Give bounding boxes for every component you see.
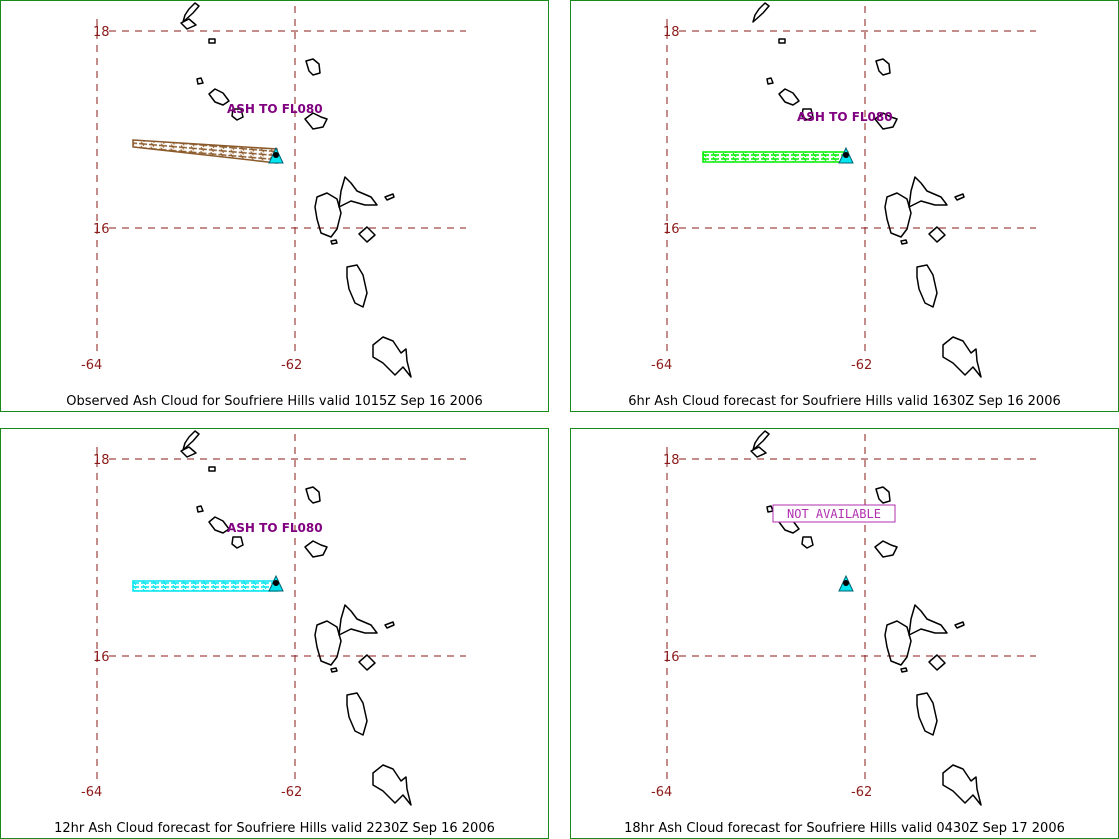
lon-label-62: -62 bbox=[851, 785, 872, 800]
lon-label-64: -64 bbox=[81, 358, 102, 373]
ash-label: ASH TO FL080 bbox=[227, 102, 323, 116]
panel-caption: 18hr Ash Cloud forecast for Soufriere Hi… bbox=[624, 821, 1065, 836]
lat-label-16: 16 bbox=[663, 222, 680, 237]
lat-label-18: 18 bbox=[663, 453, 680, 468]
map-observed: 18 16 -64 -62 ASH TO FL080 bbox=[81, 2, 466, 378]
volcano-icon bbox=[838, 574, 854, 592]
ash-cloud-observed bbox=[132, 139, 278, 164]
lat-label-18: 18 bbox=[93, 25, 110, 40]
panel-caption: 12hr Ash Cloud forecast for Soufriere Hi… bbox=[54, 821, 495, 836]
lat-label-16: 16 bbox=[93, 650, 110, 665]
graticule bbox=[666, 6, 1036, 356]
not-available-box: NOT AVAILABLE bbox=[772, 504, 896, 523]
volcano-icon bbox=[268, 146, 284, 164]
coastlines bbox=[180, 2, 412, 378]
coastlines bbox=[180, 430, 412, 806]
lat-label-16: 16 bbox=[93, 222, 110, 237]
map-6hr: 18 16 -64 -62 ASH TO FL080 bbox=[651, 2, 1036, 378]
forecast-6hr-panel: 18 16 -64 -62 ASH TO FL080 6hr bbox=[570, 0, 1119, 412]
graticule bbox=[666, 434, 1036, 784]
map-18hr: 18 16 -64 -62 NOT AVAILABLE bbox=[651, 430, 1036, 806]
coastlines bbox=[752, 2, 982, 378]
ash-cloud-12hr bbox=[132, 580, 279, 592]
ash-cloud-6hr bbox=[702, 151, 849, 163]
ash-label: ASH TO FL080 bbox=[797, 110, 893, 124]
lon-label-62: -62 bbox=[281, 358, 302, 373]
lat-label-18: 18 bbox=[93, 453, 110, 468]
lon-label-64: -64 bbox=[651, 785, 672, 800]
forecast-18hr-panel: 18 16 -64 -62 NOT AVAILABLE bbox=[570, 428, 1119, 839]
not-available-label: NOT AVAILABLE bbox=[787, 507, 881, 521]
map-12hr: 18 16 -64 -62 ASH TO FL080 bbox=[81, 430, 466, 806]
lon-label-62: -62 bbox=[281, 785, 302, 800]
observed-ash-panel: 18 16 -64 -62 ASH TO FL080 bbox=[0, 0, 549, 412]
forecast-12hr-panel: 18 16 -64 -62 ASH TO FL080 bbox=[0, 428, 549, 839]
lat-label-16: 16 bbox=[663, 650, 680, 665]
lon-label-64: -64 bbox=[651, 358, 672, 373]
panel-caption: Observed Ash Cloud for Soufriere Hills v… bbox=[66, 394, 483, 409]
lon-label-64: -64 bbox=[81, 785, 102, 800]
volcano-icon bbox=[838, 146, 854, 164]
lon-label-62: -62 bbox=[851, 358, 872, 373]
lat-label-18: 18 bbox=[663, 25, 680, 40]
graticule bbox=[96, 434, 466, 784]
ash-label: ASH TO FL080 bbox=[227, 521, 323, 535]
volcano-icon bbox=[268, 574, 284, 592]
graticule bbox=[96, 6, 466, 356]
panel-caption: 6hr Ash Cloud forecast for Soufriere Hil… bbox=[628, 394, 1061, 409]
coastlines bbox=[750, 430, 982, 806]
